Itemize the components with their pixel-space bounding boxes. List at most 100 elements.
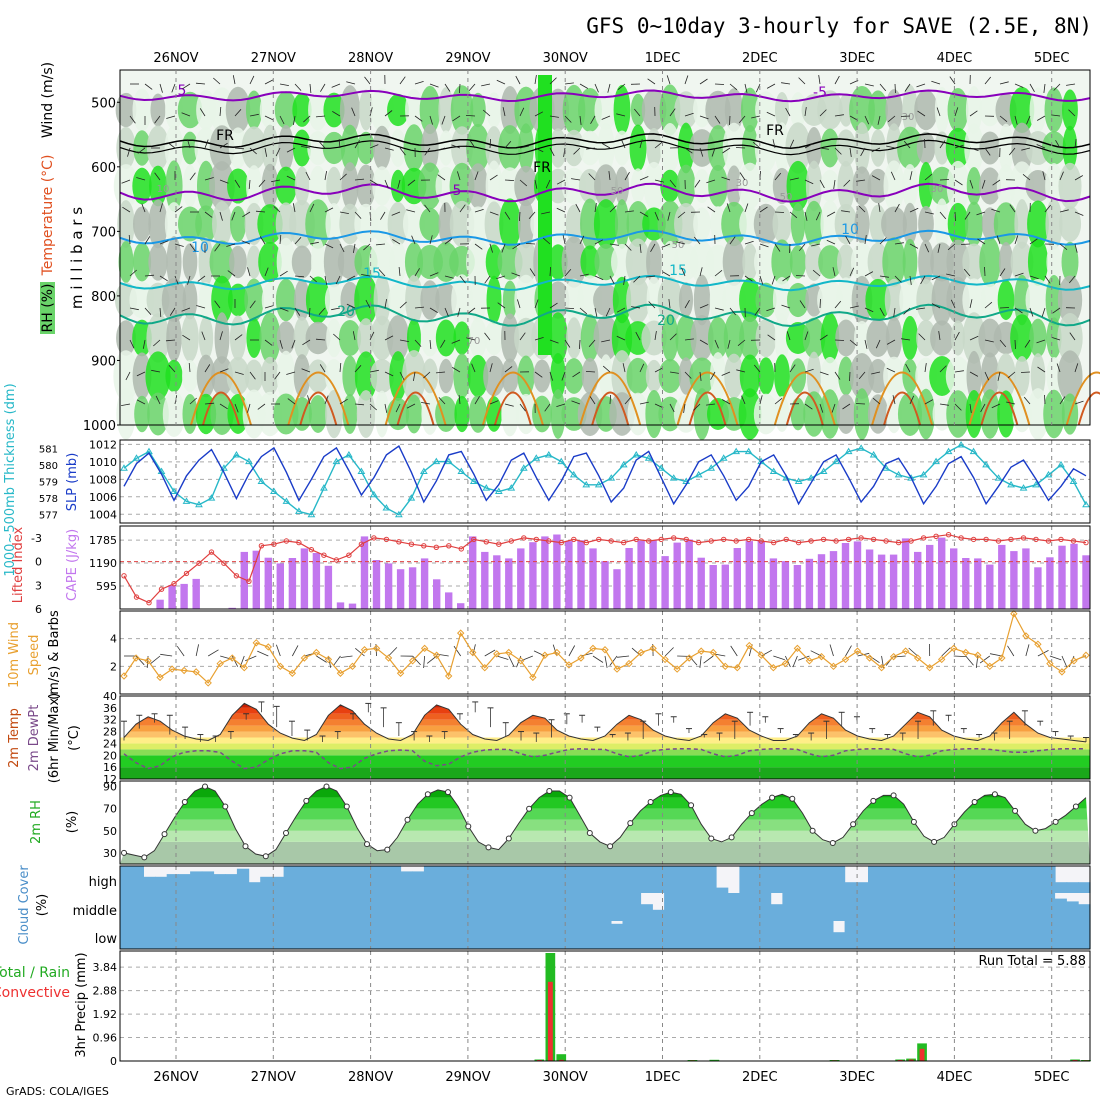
wind-barb (792, 655, 798, 668)
wind-barb (795, 275, 806, 277)
thickness-point (170, 487, 178, 494)
rh-cell (934, 86, 950, 134)
rh-cell (1009, 161, 1035, 211)
wind-barb (1069, 332, 1076, 341)
wind-barb (144, 274, 155, 277)
contour-label: -5 (813, 85, 827, 101)
wind-barb (819, 109, 827, 117)
wind-barb (789, 139, 795, 149)
rh-cell (659, 84, 681, 136)
rh-cell (132, 352, 152, 400)
wind-point (469, 648, 477, 657)
y-tick-label: 30 (103, 847, 117, 860)
rh-cell (850, 242, 874, 282)
contour-freezing-2 (119, 139, 1091, 156)
wind-barb (871, 371, 881, 375)
li-point (496, 541, 502, 547)
rh-cell (738, 162, 762, 210)
wind-barb (552, 644, 558, 657)
cloud-cell (797, 866, 811, 893)
wind-barb (369, 107, 373, 117)
cloud-cell (295, 921, 308, 949)
cape-bar (889, 554, 898, 609)
wind-point (384, 654, 393, 662)
rh-cell (419, 207, 441, 241)
rh-cell (276, 237, 296, 287)
wind-barb (664, 647, 674, 657)
cloud-cell (545, 893, 559, 921)
axis-label-temperature: Temperature (°C) (40, 155, 56, 277)
cloud-cell (879, 866, 892, 893)
wind-barb (204, 211, 213, 218)
wind-point (228, 654, 236, 662)
wind-point (192, 668, 200, 676)
rh-point (202, 783, 208, 790)
rh-cell (945, 356, 971, 396)
wind-point (925, 664, 934, 672)
li-point (920, 535, 927, 541)
contour-label: 10 (841, 222, 859, 238)
wind-barb (352, 331, 356, 341)
wind-barb (864, 235, 867, 245)
rh-cell (689, 129, 715, 167)
rh-cell (979, 236, 1001, 288)
wind-barb (397, 179, 401, 189)
wind-barb (1021, 147, 1031, 151)
wind-barb (622, 363, 626, 373)
wind-barb (785, 655, 791, 668)
wind-barb (842, 403, 851, 410)
rh-cell (997, 390, 1015, 438)
wind-barb (227, 270, 236, 277)
wind-barb (466, 337, 476, 341)
wind-barb (894, 203, 900, 213)
cloud-cell (699, 893, 712, 921)
cloud-cell (634, 866, 647, 893)
wind-barb (414, 339, 422, 347)
wind-barb (1059, 243, 1068, 251)
wind-barb (860, 147, 866, 157)
wind-barb (908, 647, 918, 657)
contour-label: FR (216, 128, 234, 144)
wind-point (757, 651, 766, 659)
wind-barb (309, 241, 319, 245)
cape-bar (469, 536, 477, 609)
axis-label-temp-1: 2m Temp (7, 708, 22, 768)
li-point (808, 538, 814, 544)
wind-barb (247, 267, 251, 277)
wind-barb (766, 83, 776, 89)
cape-bar (1010, 551, 1018, 609)
wind-barb (918, 333, 926, 341)
cloud-cell (797, 921, 811, 949)
thickness-point (320, 484, 328, 491)
rh-cell (274, 91, 298, 129)
thickness-point (419, 467, 428, 475)
wind-barb (1059, 171, 1064, 181)
rh-cell (978, 167, 1002, 205)
rh-cell (997, 279, 1015, 321)
wind-barb (1059, 209, 1069, 213)
li-point (171, 581, 177, 587)
thickness-point (132, 454, 141, 461)
rh-cell (882, 237, 906, 287)
cape-bar (457, 603, 465, 609)
wind-barb (871, 175, 881, 181)
temp-hot-band (120, 713, 1090, 720)
wind-barb (984, 371, 990, 381)
contour-label: 50 (780, 192, 793, 203)
rh-cell (420, 280, 440, 320)
wind-point (673, 665, 681, 673)
wind-barb (571, 178, 581, 181)
wind-barb (168, 365, 176, 373)
cape-bar (553, 534, 561, 609)
wind-barb (293, 115, 296, 125)
contour-15c (119, 274, 1091, 292)
cloud-cell (704, 921, 717, 949)
rh-cell (261, 163, 279, 209)
cloud-cell (961, 921, 974, 949)
wind-barb (953, 655, 966, 657)
wind-barb (444, 275, 454, 279)
cloud-cell (377, 921, 390, 949)
wind-barb (201, 331, 206, 341)
contour-label: 30 (736, 178, 749, 189)
wind-barb (504, 211, 511, 220)
